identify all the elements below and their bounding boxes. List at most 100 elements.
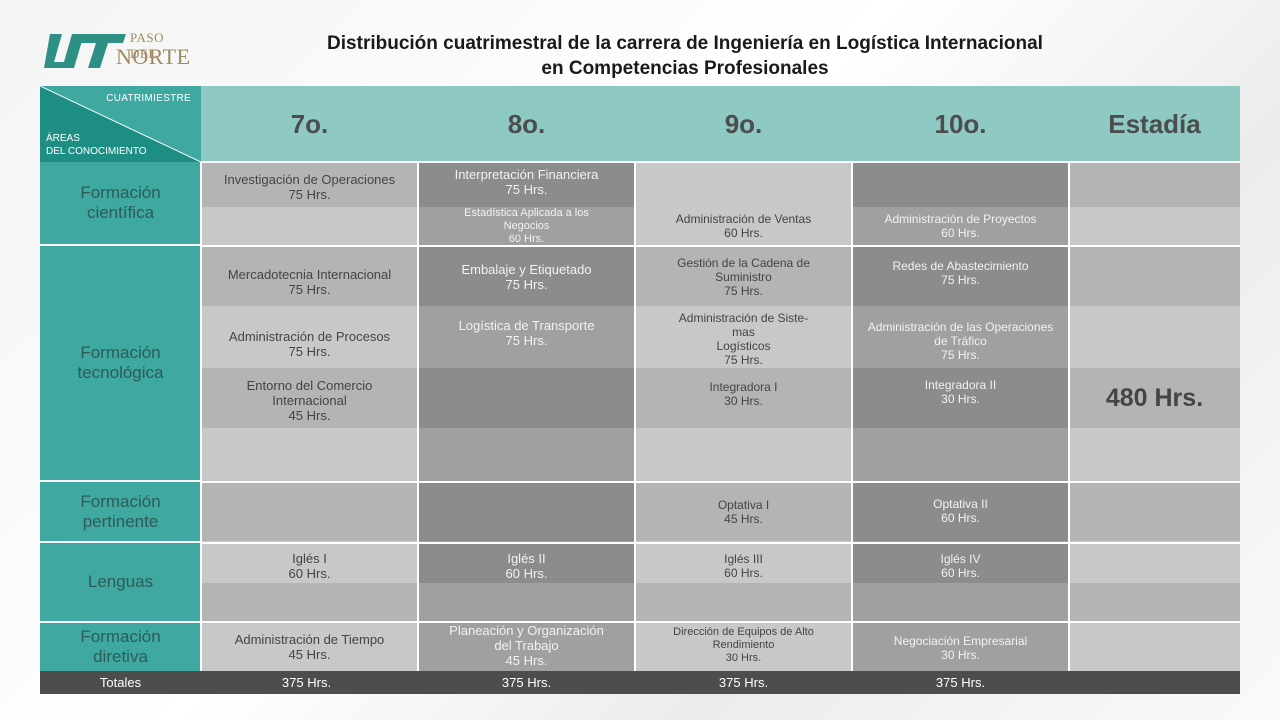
course-procesos: Administración de Procesos 75 Hrs. <box>201 329 418 359</box>
course-name: Administración de Ventas <box>675 212 812 226</box>
course-embalaje: Embalaje y Etiquetado 75 Hrs. <box>418 262 635 292</box>
course-hours: 75 Hrs. <box>941 273 980 287</box>
course-financiera: Interpretación Financiera 75 Hrs. <box>418 167 635 197</box>
course-name: Dirección de Equipos de Alto <box>673 626 814 638</box>
course-hours: 45 Hrs. <box>505 653 548 668</box>
band <box>418 368 635 428</box>
band <box>201 482 418 541</box>
band <box>418 543 635 583</box>
column-9: Administración de Ventas 60 Hrs. Gestión … <box>635 162 852 681</box>
course-name: Entorno del Comercio <box>246 378 373 393</box>
course-hours: 75 Hrs. <box>505 333 548 348</box>
band <box>852 368 1069 428</box>
band <box>635 583 852 621</box>
area-label: tecnológica <box>77 363 164 382</box>
band <box>418 246 635 306</box>
divider <box>851 162 853 681</box>
area-label: científica <box>86 203 155 222</box>
band <box>201 543 418 583</box>
area-label: Formación <box>80 183 161 202</box>
band <box>635 246 852 306</box>
band <box>418 482 635 541</box>
divider <box>417 162 419 681</box>
area-label: Formación <box>80 491 161 511</box>
column-estadia: 480 Hrs. <box>1069 162 1240 681</box>
total-9: 375 Hrs. <box>718 675 769 690</box>
course-name: Administración de las Operaciones <box>867 320 1054 334</box>
course-name: Optativa I <box>717 498 770 512</box>
band <box>635 162 852 207</box>
course-name: mas <box>732 325 755 339</box>
corner-label-cuatrimestre: CUATRIMIESTRE <box>106 93 191 104</box>
course-name: Administración de Siste- <box>678 311 809 325</box>
course-ingles-4: Iglés IV 60 Hrs. <box>852 552 1069 580</box>
course-name: Negocios <box>503 220 550 232</box>
divider <box>201 542 1240 544</box>
area-lenguas: Lenguas <box>40 543 201 621</box>
band <box>1069 583 1240 621</box>
course-tiempo: Administración de Tiempo 45 Hrs. <box>201 632 418 662</box>
band <box>852 162 1069 207</box>
area-label: Formación <box>80 343 161 362</box>
band <box>1069 482 1240 541</box>
band <box>201 162 418 207</box>
course-redes: Redes de Abastecimiento 75 Hrs. <box>852 259 1069 287</box>
course-name: Iglés II <box>507 551 546 566</box>
band <box>1069 246 1240 306</box>
column-header-8: 8o. <box>507 108 546 139</box>
course-investigacion: Investigación de Operaciones 75 Hrs. <box>201 172 418 202</box>
area-formacion-cientifica: Formación científica <box>40 162 201 244</box>
column-10: Administración de Proyectos 60 Hrs. Redes… <box>852 162 1069 681</box>
course-name: Logísticos <box>716 339 771 353</box>
course-name: Iglés I <box>292 551 327 566</box>
area-label: Formación <box>80 627 161 646</box>
course-name: Estadística Aplicada a los <box>464 207 589 219</box>
corner-diagonal <box>40 86 201 162</box>
page-title: Distribución cuatrimestral de la carrera… <box>230 31 1140 81</box>
column-8: Interpretación Financiera 75 Hrs. Estadís… <box>418 162 635 681</box>
course-name: Optativa II <box>933 497 988 511</box>
header-row <box>201 86 1240 162</box>
band <box>635 543 852 583</box>
course-name: Internacional <box>272 393 347 408</box>
course-equipos: Dirección de Equipos de Alto Rendimiento 3… <box>635 626 852 665</box>
course-ventas: Administración de Ventas 60 Hrs. <box>635 212 852 240</box>
course-hours: 75 Hrs. <box>724 353 763 367</box>
divider <box>201 245 1240 247</box>
band <box>635 368 852 428</box>
course-ingles-3: Iglés III 60 Hrs. <box>635 552 852 580</box>
logo: PASO DEL NORTE <box>42 30 192 72</box>
course-name: Administración de Procesos <box>228 329 391 344</box>
course-name: Redes de Abastecimiento <box>892 259 1029 273</box>
corner-label-areas: ÁREAS DEL CONOCIMIENTO <box>46 132 147 158</box>
course-hours: 75 Hrs. <box>724 284 763 298</box>
band <box>201 583 418 621</box>
course-optativa-1: Optativa I 45 Hrs. <box>635 498 852 526</box>
course-name: Rendimiento <box>712 639 775 651</box>
column-7: Investigación de Operaciones 75 Hrs. Merc… <box>201 162 418 681</box>
divider <box>634 162 636 681</box>
course-mercadotecnia: Mercadotecnia Internacional 75 Hrs. <box>201 267 418 297</box>
column-header-7: 7o. <box>290 108 329 139</box>
column-header-9: 9o. <box>724 108 763 139</box>
course-name: Gestión de la Cadena de <box>677 256 810 270</box>
title-line-1: Distribución cuatrimestral de la carrera… <box>327 33 1043 54</box>
divider <box>200 162 202 681</box>
course-hours: 30 Hrs. <box>941 648 980 662</box>
course-hours: 60 Hrs. <box>505 566 548 581</box>
band <box>201 246 418 306</box>
course-name: Integradora I <box>709 380 778 394</box>
band <box>418 583 635 621</box>
course-name: Administración de Tiempo <box>234 632 385 647</box>
area-formacion-tecnologica: Formación tecnológica <box>40 246 201 480</box>
total-8: 375 Hrs. <box>501 675 552 690</box>
corner-label-areas-2: DEL CONOCIMIENTO <box>46 146 147 157</box>
divider <box>201 161 1240 163</box>
ut-logo-icon <box>44 34 126 68</box>
band <box>852 482 1069 541</box>
course-hours: 60 Hrs. <box>288 566 331 581</box>
course-hours: 75 Hrs. <box>288 187 331 202</box>
divider <box>201 621 1240 623</box>
estadia-hours: 480 Hrs. <box>1105 384 1204 412</box>
course-planeacion: Planeación y Organización del Trabajo 45 H… <box>418 623 635 668</box>
